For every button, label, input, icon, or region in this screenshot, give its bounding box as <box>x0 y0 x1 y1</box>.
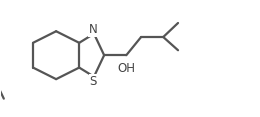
Text: OH: OH <box>117 62 135 75</box>
Text: N: N <box>89 23 98 36</box>
Text: S: S <box>89 75 97 88</box>
